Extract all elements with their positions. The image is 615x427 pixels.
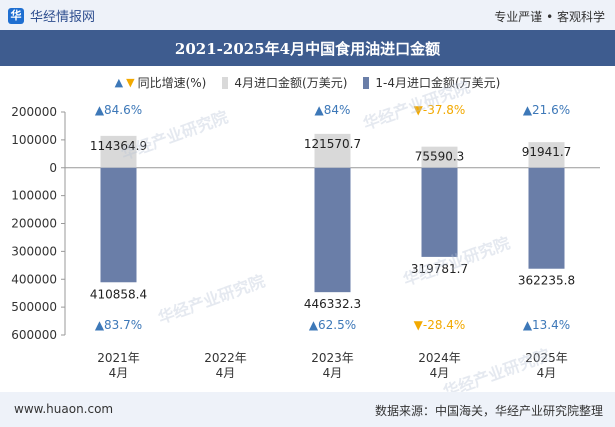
bar-month-value-label: 114364.9	[90, 139, 147, 153]
legend: ▲ ▼ 同比增速(%) 4月进口金额(万美元) 1-4月进口金额(万美元)	[0, 74, 615, 91]
chart-title: 2021-2025年4月中国食用油进口金额	[174, 40, 441, 58]
tagline: 专业严谨 • 客观科学	[494, 10, 605, 24]
bar-month-value-label: 75590.3	[415, 150, 465, 164]
bar-cum	[314, 167, 351, 293]
y-tick-label: 300000	[11, 244, 57, 258]
bar-cum	[528, 167, 565, 269]
bar-cum-value-label: 446332.3	[304, 297, 361, 311]
x-tick-label: 4月	[537, 366, 557, 380]
bar-month	[100, 135, 137, 168]
y-tick-label: 100000	[11, 189, 57, 203]
footer-source: 数据来源：中国海关，华经产业研究院整理	[374, 404, 603, 418]
brand: 华 华经情报网	[8, 6, 95, 25]
footer-url: www.huaon.com	[14, 402, 114, 416]
bar-month	[314, 133, 351, 168]
growth-cum-label: ▲62.5%	[309, 318, 356, 332]
x-tick-label: 2022年	[204, 351, 247, 365]
x-tick-label: 2024年	[418, 351, 461, 365]
growth-month-label: ▲84.6%	[95, 103, 142, 117]
legend-month: 4月进口金额(万美元)	[222, 74, 347, 91]
y-tick-label: 400000	[11, 272, 57, 286]
bar-cum-value-label: 319781.7	[411, 262, 468, 276]
bar-month-value-label: 91941.7	[522, 145, 572, 159]
bar-month	[421, 146, 458, 168]
bar-cum	[421, 167, 458, 257]
bar-month-value-label: 121570.7	[304, 137, 361, 151]
triangle-down-icon: ▼	[126, 76, 135, 89]
x-tick-label: 4月	[323, 366, 343, 380]
x-tick-label: 4月	[109, 366, 129, 380]
y-tick-label: 0	[49, 161, 57, 175]
top-bar: 华 华经情报网 专业严谨 • 客观科学	[0, 0, 615, 30]
x-tick-label: 4月	[430, 366, 450, 380]
x-tick-label: 2025年	[525, 351, 568, 365]
bar-cum-value-label: 410858.4	[90, 287, 147, 301]
brand-name: 华经情报网	[30, 10, 96, 25]
x-tick-label: 4月	[216, 366, 236, 380]
x-tick-label: 2023年	[311, 351, 354, 365]
triangle-up-icon: ▲	[114, 76, 124, 89]
legend-cum: 1-4月进口金额(万美元)	[363, 74, 500, 91]
title-bar: 2021-2025年4月中国食用油进口金额	[0, 30, 615, 66]
y-tick-label: 600000	[11, 328, 57, 342]
footer: www.huaon.com 数据来源：中国海关，华经产业研究院整理	[0, 392, 615, 427]
bar-cum	[100, 167, 137, 283]
growth-month-label: ▼-37.8%	[414, 103, 466, 117]
bar-cum-value-label: 362235.8	[518, 274, 575, 288]
legend-month-label: 4月进口金额(万美元)	[234, 76, 348, 90]
legend-cum-label: 1-4月进口金额(万美元)	[375, 76, 501, 90]
growth-month-label: ▲84%	[315, 103, 351, 117]
legend-month-swatch	[222, 76, 229, 89]
y-tick-label: 200000	[11, 105, 57, 119]
bar-chart: 200000 100000 0 100000 200000 300000 400000 500…	[11, 103, 600, 380]
growth-cum-label: ▲13.4%	[523, 318, 570, 332]
brand-logo-icon: 华	[8, 7, 24, 24]
y-tick-label: 500000	[11, 300, 57, 314]
growth-cum-label: ▲83.7%	[95, 318, 142, 332]
legend-cum-swatch	[363, 76, 370, 89]
y-tick-label: 200000	[11, 217, 57, 231]
growth-cum-label: ▼-28.4%	[414, 318, 466, 332]
growth-month-label: ▲21.6%	[523, 103, 570, 117]
x-tick-label: 2021年	[97, 351, 140, 365]
legend-growth-label: 同比增速(%)	[137, 76, 207, 90]
bar-month	[528, 142, 565, 168]
y-tick-label: 100000	[11, 133, 57, 147]
legend-growth: ▲ ▼ 同比增速(%)	[115, 74, 207, 91]
